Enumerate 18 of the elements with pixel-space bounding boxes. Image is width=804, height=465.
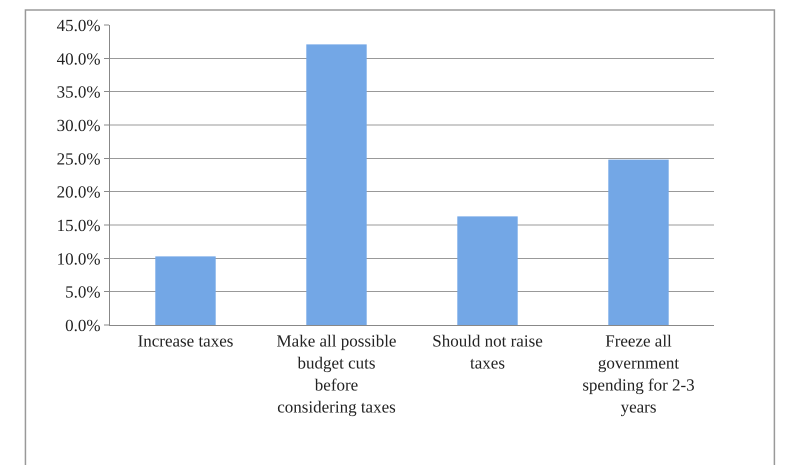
x-tick-label: Should not raise taxes: [432, 331, 543, 372]
y-tick-label: 10.0%: [56, 249, 101, 268]
y-tick-label: 40.0%: [56, 49, 101, 68]
x-tick-label: Freeze all government spending for 2-3 years: [582, 331, 695, 417]
y-tick-label: 0.0%: [65, 316, 101, 335]
y-tick-label: 5.0%: [65, 282, 101, 302]
bar: [306, 44, 367, 325]
y-tick-label: 15.0%: [56, 216, 101, 235]
bar: [155, 256, 216, 325]
y-tick-label: 45.0%: [56, 16, 101, 35]
y-tick-label: 20.0%: [56, 182, 101, 202]
y-tick-label: 30.0%: [56, 116, 101, 135]
y-tick-label: 25.0%: [56, 149, 101, 168]
bar: [457, 216, 518, 325]
bar: [608, 160, 669, 325]
x-tick-label: Make all possible budget cuts before considering taxes: [276, 331, 396, 417]
x-tick-label: Increase taxes: [138, 331, 234, 350]
y-tick-label: 35.0%: [56, 82, 101, 102]
